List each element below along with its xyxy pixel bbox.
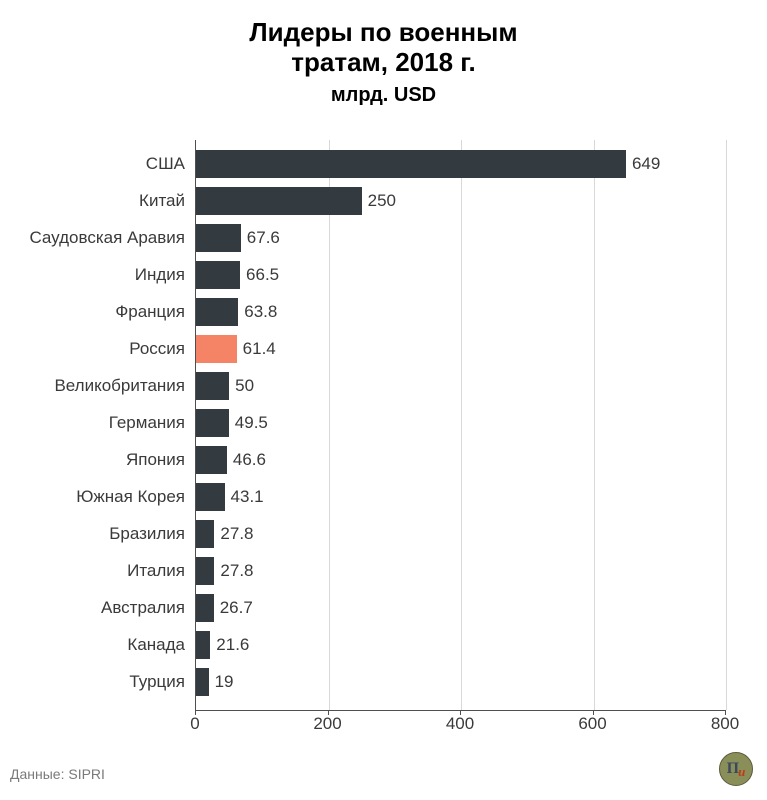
- bar-row: 67.6: [196, 224, 280, 252]
- plot-area: 649 250 67.6 66.5 63.8 61.4 50 49.5 46.6 43.1 27.8…: [195, 140, 726, 711]
- bar-row: 50: [196, 372, 254, 400]
- bar: [196, 631, 210, 659]
- bar: [196, 668, 209, 696]
- gridline: [461, 140, 462, 710]
- x-tick-label: 200: [313, 714, 341, 734]
- bar-value-label: 21.6: [216, 635, 249, 655]
- y-axis-label: Австралия: [101, 598, 185, 618]
- bar-row: 26.7: [196, 594, 253, 622]
- bar-value-label: 50: [235, 376, 254, 396]
- bar: [196, 261, 240, 289]
- y-axis-label: Саудовская Аравия: [29, 228, 185, 248]
- bar-value-label: 27.8: [220, 561, 253, 581]
- gridline: [329, 140, 330, 710]
- y-axis-label: Бразилия: [109, 524, 185, 544]
- bar: [196, 446, 227, 474]
- source-label: Данные: SIPRI: [10, 766, 105, 782]
- bar: [196, 409, 229, 437]
- bar-value-label: 649: [632, 154, 660, 174]
- y-axis-label: Франция: [115, 302, 185, 322]
- bar-row: 61.4: [196, 335, 276, 363]
- y-axis-label: Турция: [129, 672, 185, 692]
- y-axis-label: Великобритания: [54, 376, 185, 396]
- x-tick-label: 400: [446, 714, 474, 734]
- bar-value-label: 19: [215, 672, 234, 692]
- y-axis-label: Канада: [127, 635, 185, 655]
- logo-char2: и: [738, 764, 745, 780]
- title-line1: Лидеры по военным: [249, 17, 517, 47]
- bar-row: 46.6: [196, 446, 266, 474]
- bar-value-label: 27.8: [220, 524, 253, 544]
- bar-row: 63.8: [196, 298, 277, 326]
- y-axis-label: Германия: [109, 413, 185, 433]
- gridline: [594, 140, 595, 710]
- bar: [196, 298, 238, 326]
- x-tick-label: 600: [578, 714, 606, 734]
- y-axis-label: Китай: [139, 191, 185, 211]
- chart-container: Лидеры по военным тратам, 2018 г. млрд. …: [0, 0, 767, 800]
- bar-value-label: 63.8: [244, 302, 277, 322]
- x-tick-label: 800: [711, 714, 739, 734]
- bar-value-label: 61.4: [243, 339, 276, 359]
- y-axis-label: США: [146, 154, 185, 174]
- bar: [196, 224, 241, 252]
- chart-subtitle: млрд. USD: [0, 84, 767, 107]
- bar: [196, 594, 214, 622]
- bar-row: 27.8: [196, 520, 254, 548]
- bar-value-label: 46.6: [233, 450, 266, 470]
- bar: [196, 557, 214, 585]
- gridline: [726, 140, 727, 710]
- bar-value-label: 67.6: [247, 228, 280, 248]
- bar-row: 43.1: [196, 483, 264, 511]
- y-axis-label: Южная Корея: [76, 487, 185, 507]
- logo-badge: П и: [719, 752, 753, 786]
- bar-value-label: 66.5: [246, 265, 279, 285]
- bar-value-label: 26.7: [220, 598, 253, 618]
- bar-value-label: 250: [368, 191, 396, 211]
- bar: [196, 483, 225, 511]
- bar-row: 49.5: [196, 409, 268, 437]
- bar: [196, 335, 237, 363]
- y-axis-label: Россия: [129, 339, 185, 359]
- bar: [196, 187, 362, 215]
- bar: [196, 520, 214, 548]
- bar-row: 19: [196, 668, 234, 696]
- x-tick-label: 0: [190, 714, 199, 734]
- bar: [196, 150, 626, 178]
- bar-row: 649: [196, 150, 660, 178]
- bar-value-label: 43.1: [231, 487, 264, 507]
- bar-row: 66.5: [196, 261, 279, 289]
- bar-row: 27.8: [196, 557, 254, 585]
- bar-row: 250: [196, 187, 396, 215]
- title-line2: тратам, 2018 г.: [291, 47, 475, 77]
- bar: [196, 372, 229, 400]
- bar-row: 21.6: [196, 631, 249, 659]
- y-axis-label: Япония: [126, 450, 185, 470]
- chart-title: Лидеры по военным тратам, 2018 г.: [0, 0, 767, 78]
- y-axis-label: Индия: [135, 265, 185, 285]
- y-axis-label: Италия: [127, 561, 185, 581]
- bar-value-label: 49.5: [235, 413, 268, 433]
